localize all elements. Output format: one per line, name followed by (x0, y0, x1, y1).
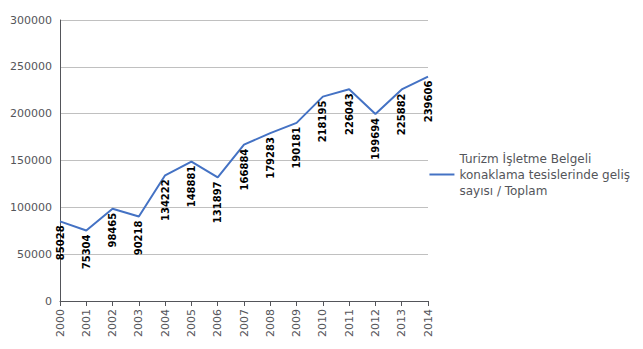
svg-text:2012: 2012 (369, 309, 382, 337)
svg-text:2011: 2011 (343, 309, 356, 337)
svg-text:2010: 2010 (316, 309, 329, 337)
svg-text:2014: 2014 (422, 309, 435, 337)
svg-text:239606: 239606 (423, 81, 434, 123)
svg-text:218195: 218195 (317, 101, 328, 143)
svg-text:50000: 50000 (17, 248, 52, 261)
svg-text:226043: 226043 (344, 93, 355, 135)
svg-text:134222: 134222 (160, 179, 171, 221)
svg-text:150000: 150000 (10, 154, 52, 167)
svg-text:300000: 300000 (10, 14, 52, 27)
svg-text:199694: 199694 (370, 118, 381, 160)
svg-text:2006: 2006 (211, 309, 224, 337)
svg-text:2013: 2013 (395, 309, 408, 337)
svg-text:100000: 100000 (10, 201, 52, 214)
svg-text:2008: 2008 (264, 309, 277, 337)
svg-text:2002: 2002 (106, 309, 119, 337)
svg-text:0: 0 (45, 295, 52, 308)
svg-text:konaklama tesislerinde geliş: konaklama tesislerinde geliş (459, 168, 630, 182)
svg-text:250000: 250000 (10, 60, 52, 73)
svg-text:166884: 166884 (239, 149, 250, 191)
svg-text:2000: 2000 (54, 309, 67, 337)
svg-text:sayısı / Toplam: sayısı / Toplam (459, 184, 547, 198)
svg-text:200000: 200000 (10, 107, 52, 120)
svg-text:2007: 2007 (238, 309, 251, 337)
svg-text:2003: 2003 (132, 309, 145, 337)
svg-text:85028: 85028 (55, 225, 66, 260)
svg-text:75304: 75304 (81, 234, 92, 269)
svg-text:2009: 2009 (290, 309, 303, 337)
svg-text:225882: 225882 (396, 93, 407, 135)
svg-text:131897: 131897 (212, 181, 223, 223)
svg-text:98465: 98465 (107, 213, 118, 248)
svg-text:2005: 2005 (185, 309, 198, 337)
svg-text:148881: 148881 (186, 166, 197, 208)
svg-text:2004: 2004 (159, 309, 172, 337)
svg-text:179283: 179283 (265, 137, 276, 179)
svg-text:90218: 90218 (133, 220, 144, 255)
svg-text:190181: 190181 (291, 127, 302, 169)
svg-text:2001: 2001 (80, 309, 93, 337)
svg-text:Turizm İşletme Belgeli: Turizm İşletme Belgeli (458, 151, 591, 166)
